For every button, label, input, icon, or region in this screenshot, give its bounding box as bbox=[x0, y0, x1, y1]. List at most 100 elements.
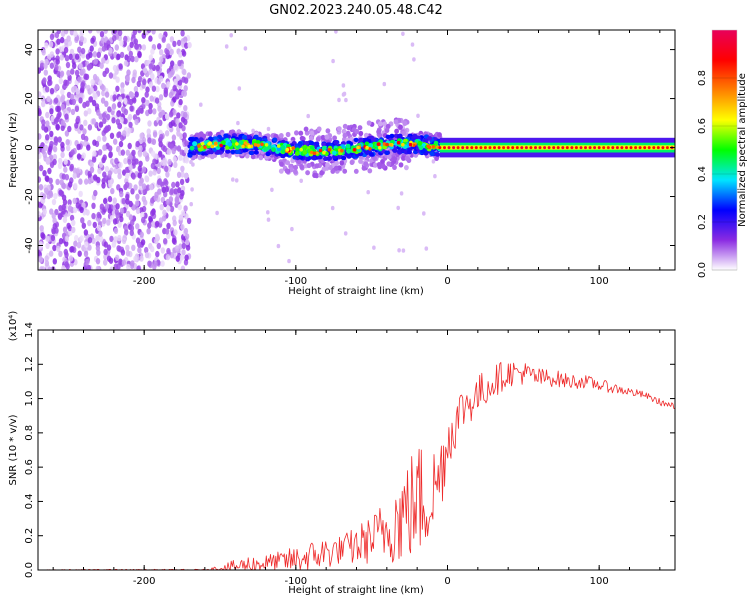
heatmap-cell bbox=[565, 146, 569, 150]
heatmap-cell bbox=[412, 57, 416, 62]
heatmap-cell bbox=[91, 212, 96, 220]
heatmap-cell bbox=[52, 244, 57, 252]
heatmap-cell bbox=[123, 118, 128, 125]
colorbar-tick-label: 0.4 bbox=[697, 166, 708, 182]
heatmap-cell bbox=[104, 203, 110, 210]
heatmap-cell bbox=[251, 128, 255, 133]
heatmap-cell bbox=[174, 245, 180, 252]
heatmap-cell bbox=[169, 48, 174, 56]
heatmap-cell bbox=[49, 250, 54, 257]
heatmap-cell bbox=[266, 210, 270, 215]
heatmap-cell bbox=[173, 229, 178, 236]
heatmap-cell bbox=[200, 142, 205, 146]
heatmap-cell bbox=[122, 234, 127, 241]
heatmap-cell bbox=[235, 149, 241, 154]
heatmap-cell bbox=[46, 95, 51, 103]
heatmap-cell bbox=[431, 145, 436, 149]
heatmap-cell bbox=[92, 73, 98, 81]
heatmap-cell bbox=[109, 266, 114, 270]
heatmap-cell bbox=[82, 128, 87, 135]
heatmap-cell bbox=[46, 192, 51, 200]
heatmap-cell bbox=[59, 70, 65, 77]
heatmap-cell bbox=[172, 96, 177, 103]
heatmap-cell bbox=[62, 226, 68, 233]
heatmap-cell bbox=[376, 162, 382, 168]
heatmap-cell bbox=[109, 235, 114, 243]
heatmap-cell bbox=[339, 160, 345, 166]
heatmap-cell bbox=[138, 179, 143, 187]
heatmap-cell bbox=[136, 265, 141, 270]
heatmap-cell bbox=[404, 155, 410, 161]
heatmap-cell bbox=[119, 116, 124, 124]
heatmap-cell bbox=[58, 157, 63, 165]
heatmap-cell bbox=[184, 233, 190, 240]
heatmap-cell bbox=[41, 119, 46, 126]
y-tick-label: 0 bbox=[24, 144, 35, 150]
heatmap-cell bbox=[91, 118, 97, 125]
heatmap-cell bbox=[183, 111, 188, 119]
heatmap-cell bbox=[435, 152, 441, 157]
heatmap-cell bbox=[543, 146, 547, 150]
heatmap-cell bbox=[266, 126, 271, 132]
heatmap-cell bbox=[470, 146, 474, 150]
heatmap-cell bbox=[160, 260, 165, 267]
heatmap-cell bbox=[114, 157, 119, 165]
heatmap-cell bbox=[58, 250, 63, 258]
heatmap-cell bbox=[145, 155, 150, 162]
heatmap-cell bbox=[139, 132, 144, 139]
heatmap-cell bbox=[189, 159, 193, 165]
heatmap-cell bbox=[104, 165, 110, 173]
x-tick-label: 100 bbox=[590, 276, 609, 287]
heatmap-cell bbox=[61, 265, 66, 270]
heatmap-cell bbox=[52, 158, 57, 166]
heatmap-cell bbox=[79, 30, 84, 37]
heatmap-cell bbox=[325, 128, 331, 134]
heatmap-cell bbox=[488, 146, 492, 150]
heatmap-cell bbox=[38, 67, 42, 74]
heatmap-cell bbox=[638, 146, 642, 150]
heatmap-cell bbox=[53, 97, 59, 104]
heatmap-cell bbox=[161, 186, 166, 194]
heatmap-cell bbox=[133, 184, 138, 191]
heatmap-cell bbox=[145, 86, 150, 93]
heatmap-cell bbox=[103, 30, 108, 34]
heatmap-cell bbox=[195, 132, 201, 139]
heatmap-cell bbox=[69, 93, 75, 101]
heatmap-cell bbox=[112, 197, 118, 204]
heatmap-cell bbox=[270, 187, 274, 192]
heatmap-cell bbox=[141, 195, 146, 203]
heatmap-cell bbox=[176, 145, 182, 152]
heatmap-cell bbox=[85, 258, 90, 266]
heatmap-cell bbox=[38, 133, 42, 140]
heatmap-cell bbox=[175, 74, 181, 82]
heatmap-cell bbox=[81, 222, 87, 229]
heatmap-cell bbox=[175, 118, 180, 125]
heatmap-cell bbox=[60, 36, 65, 44]
heatmap-cell bbox=[76, 242, 82, 249]
heatmap-cell bbox=[447, 146, 451, 150]
heatmap-cell bbox=[60, 141, 65, 149]
x-tick-label: 100 bbox=[590, 576, 609, 587]
heatmap-cell bbox=[161, 82, 166, 90]
heatmap-cell bbox=[112, 218, 118, 225]
heatmap-cell bbox=[137, 151, 143, 158]
heatmap-cell bbox=[146, 128, 151, 135]
heatmap-cell bbox=[44, 255, 49, 262]
heatmap-cell bbox=[299, 163, 304, 170]
heatmap-cell bbox=[376, 129, 381, 135]
spectrogram-xlabel: Height of straight line (km) bbox=[288, 286, 424, 297]
y-tick-label: 0.6 bbox=[24, 459, 35, 475]
heatmap-cell bbox=[66, 144, 71, 152]
y-tick-label: 0.0 bbox=[24, 562, 35, 578]
heatmap-cell bbox=[127, 142, 132, 150]
heatmap-cell bbox=[84, 73, 90, 81]
heatmap-cell bbox=[77, 250, 82, 257]
heatmap-cell bbox=[209, 154, 215, 160]
heatmap-cell bbox=[93, 85, 98, 92]
heatmap-cell bbox=[87, 244, 92, 251]
heatmap-cell bbox=[38, 176, 42, 183]
heatmap-cell bbox=[38, 201, 41, 208]
heatmap-cell bbox=[158, 119, 163, 127]
heatmap-cell bbox=[597, 146, 601, 150]
heatmap-cell bbox=[256, 143, 261, 148]
